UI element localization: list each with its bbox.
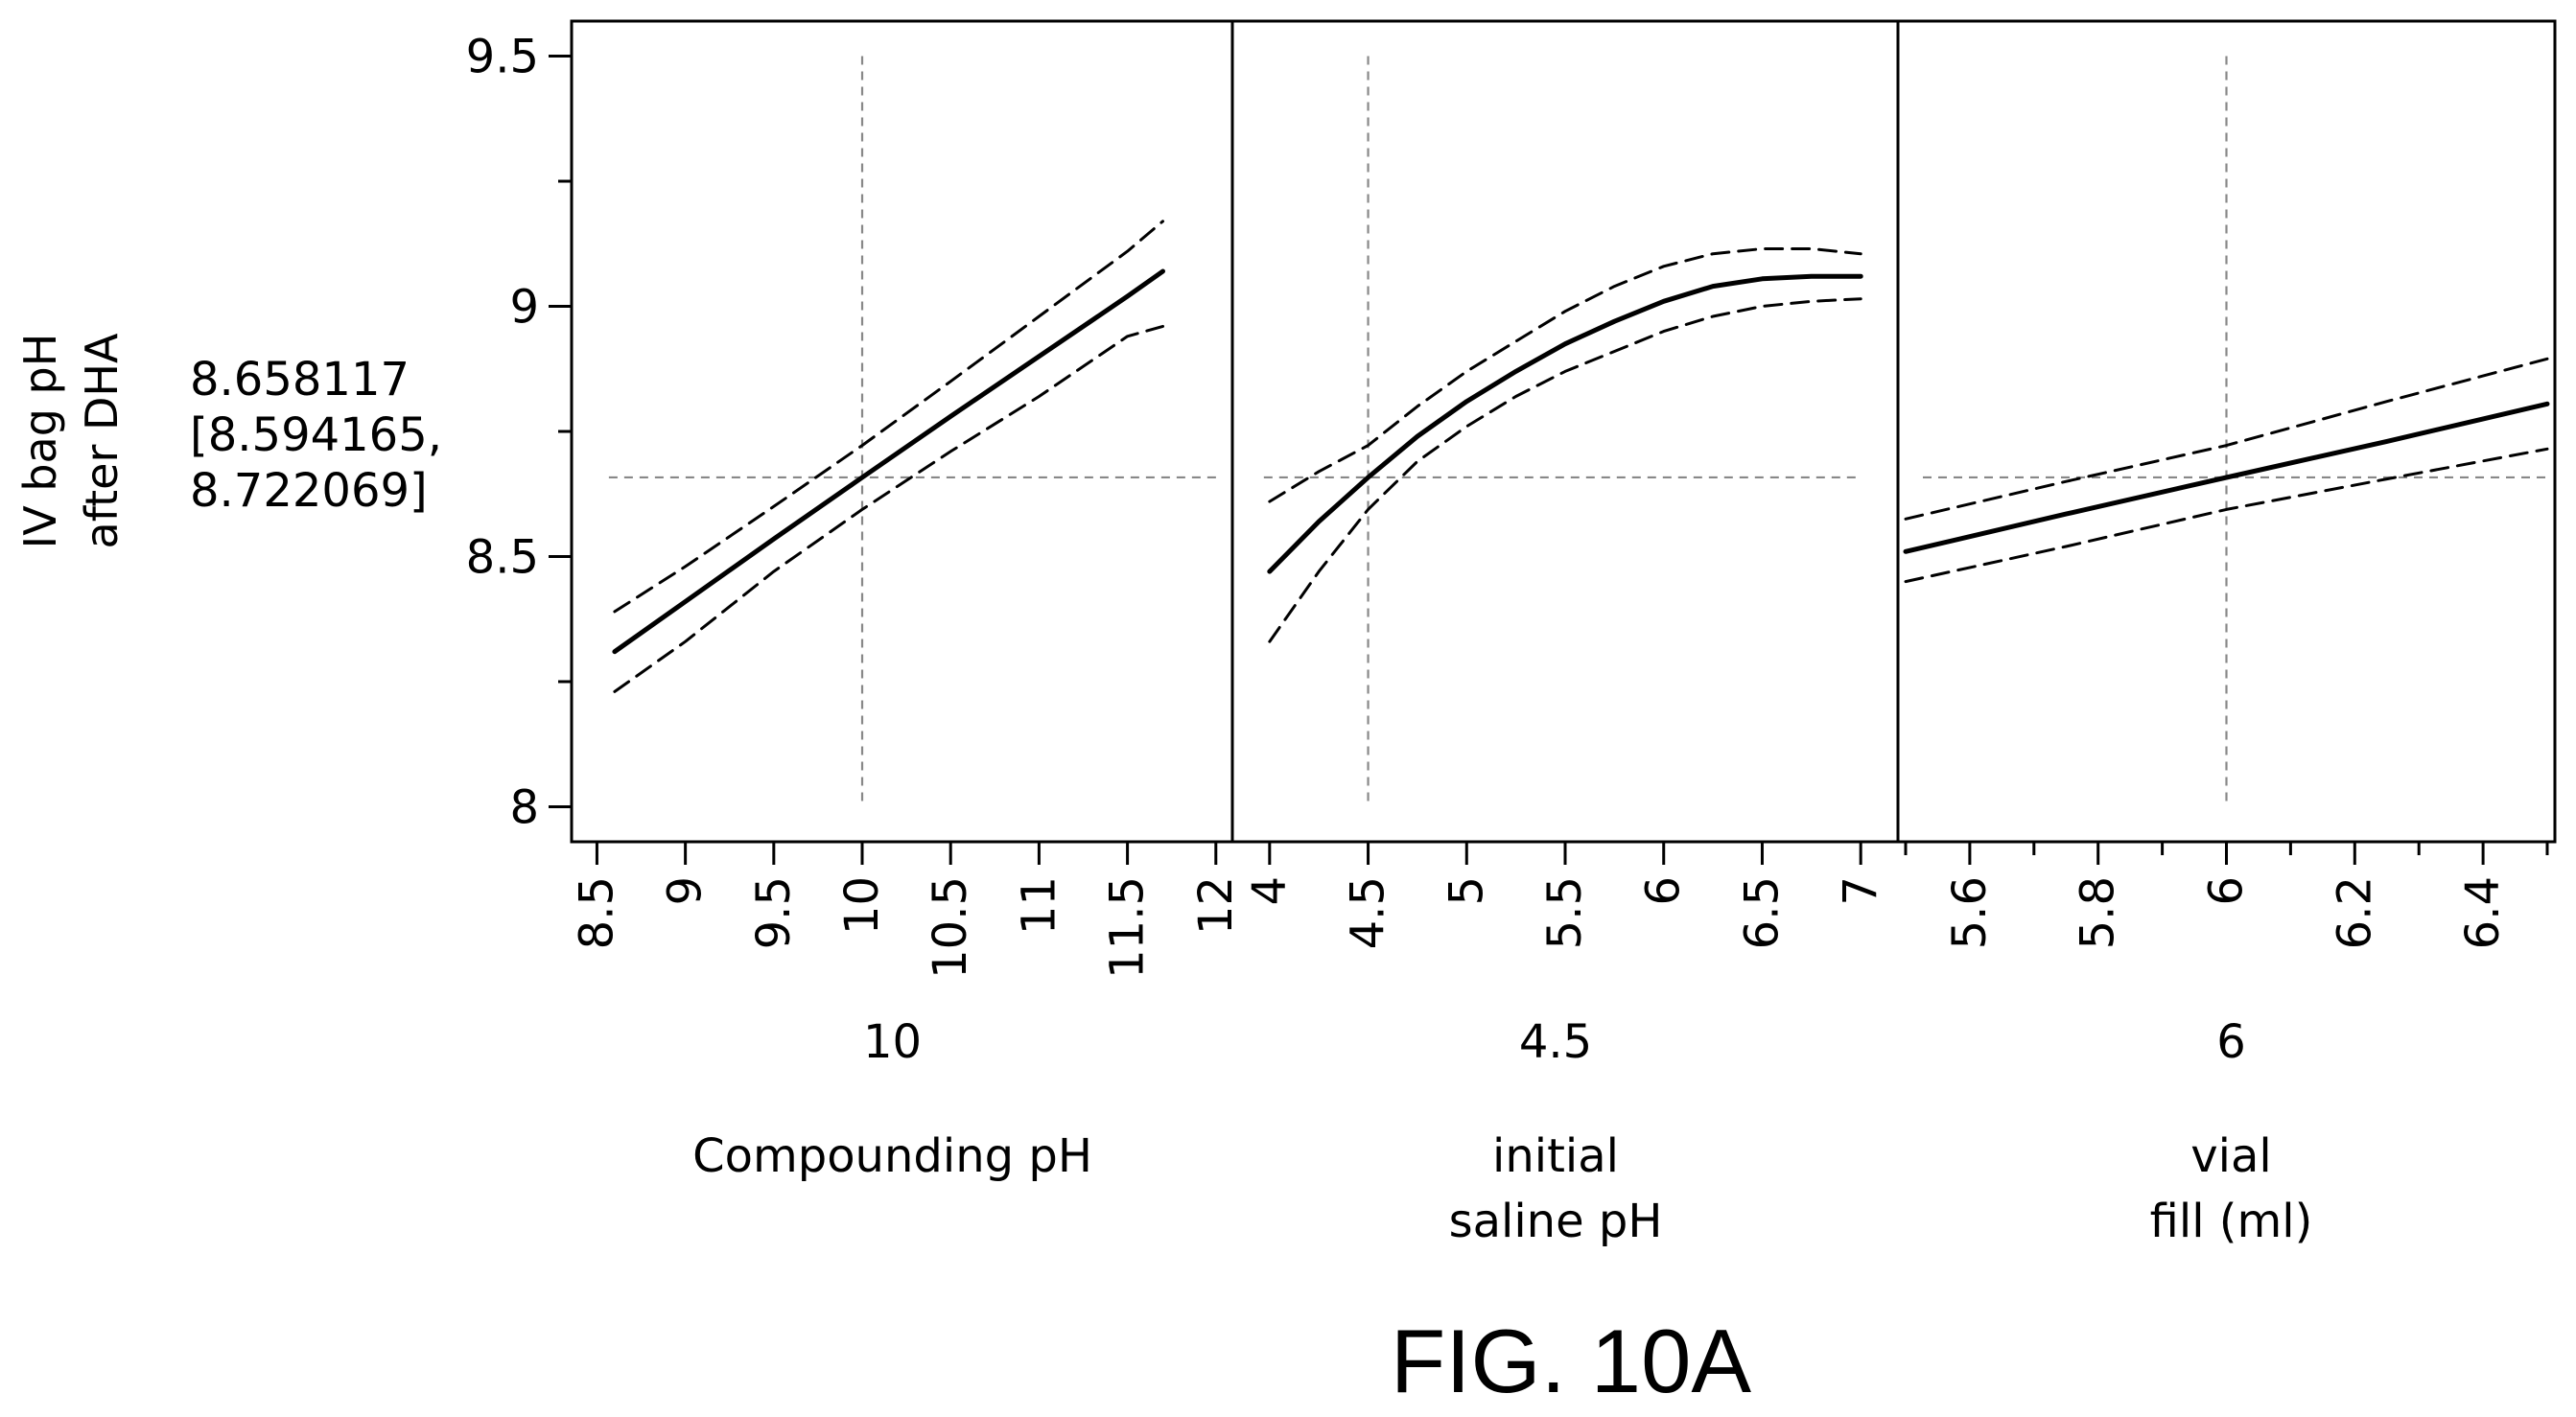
current-x-value: 10 — [863, 1015, 922, 1069]
x-tick-label: 9.5 — [747, 876, 801, 949]
y-axis-title-line: IV bag pH — [14, 334, 66, 549]
x-tick-label: 5.5 — [1538, 876, 1592, 949]
confidence-upper-curve — [1268, 247, 1862, 503]
prediction-curve — [1903, 401, 2550, 554]
x-tick-label: 8.5 — [570, 876, 623, 949]
confidence-lower-curve — [1904, 447, 2549, 584]
x-tick-label: 6 — [1637, 876, 1691, 906]
x-tick-label: 7 — [1834, 876, 1887, 906]
x-axis-title: saline pH — [1449, 1195, 1663, 1248]
y-axis-title: IV bag pH after DHA — [14, 333, 128, 548]
y-tick-label: 9.5 — [466, 31, 539, 84]
confidence-lower-curve — [613, 324, 1164, 693]
panel-frame — [1230, 19, 1900, 844]
x-tick-label: 12 — [1189, 876, 1243, 935]
x-tick-label: 6.2 — [2328, 876, 2381, 949]
y-tick-label: 9 — [509, 281, 539, 335]
current-x-value: 4.5 — [1519, 1015, 1592, 1069]
profiler-panel: 4 4.5 5 5.5 6 6.5 7 4.5 initial saline pH — [1230, 19, 1900, 1248]
x-tick-label: 10.5 — [924, 876, 977, 979]
x-tick-label: 6.5 — [1735, 876, 1789, 949]
prediction-readout: 8.658117[8.594165,8.722069] — [190, 353, 442, 518]
predicted-value: 8.658117 — [190, 353, 410, 407]
y-tick-label: 8 — [509, 780, 539, 834]
prediction-curve — [612, 268, 1165, 655]
y-axis: 8 8.5 9 9.5 — [466, 31, 572, 834]
y-axis-title-line: after DHA — [76, 333, 128, 548]
x-tick-label: 5.8 — [2072, 876, 2125, 949]
current-x-value: 6 — [2216, 1015, 2246, 1069]
profiler-panel: 5.6 5.8 6 6.2 6.4 6 vial fill (ml) — [1896, 19, 2557, 1248]
x-axis-title: vial — [2190, 1129, 2272, 1183]
x-tick-label: 9 — [659, 876, 713, 906]
panel-frame — [570, 19, 1234, 844]
x-tick-label: 11.5 — [1101, 876, 1155, 979]
x-tick-label: 6 — [2200, 876, 2254, 906]
x-tick-label: 11 — [1012, 876, 1066, 935]
confidence-interval-text: 8.722069] — [190, 464, 428, 518]
x-tick-label: 5.6 — [1943, 876, 1997, 949]
x-tick-label: 4 — [1243, 876, 1297, 906]
confidence-upper-curve — [613, 220, 1164, 614]
x-tick-label: 6.4 — [2456, 876, 2510, 949]
x-axis-title: initial — [1492, 1129, 1619, 1183]
x-tick-label: 10 — [835, 876, 889, 935]
figure-caption: FIG. 10A — [1391, 1311, 1751, 1411]
confidence-upper-curve — [1904, 357, 2549, 521]
prediction-curve — [1267, 273, 1863, 574]
x-tick-label: 5 — [1440, 876, 1493, 906]
x-axis-title: fill (ml) — [2150, 1195, 2313, 1248]
confidence-lower-curve — [1268, 297, 1862, 643]
y-tick-label: 8.5 — [466, 530, 539, 584]
confidence-interval-text: [8.594165, — [190, 408, 442, 462]
x-tick-label: 4.5 — [1342, 876, 1395, 949]
x-axis-title: Compounding pH — [692, 1129, 1092, 1183]
